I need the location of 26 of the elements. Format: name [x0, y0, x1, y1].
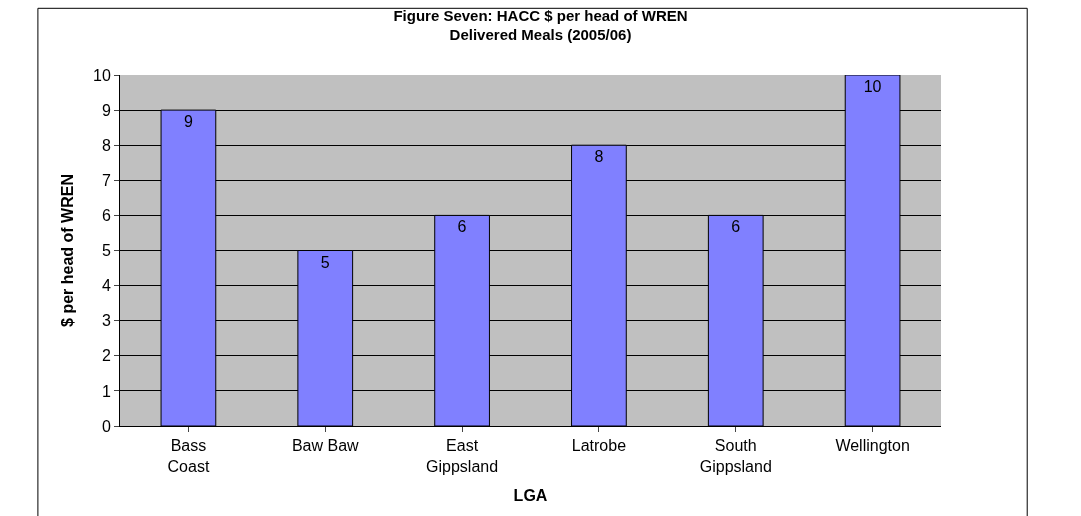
y-tick-label: 3 — [101, 312, 111, 330]
x-tick-label: Bass Coast — [167, 437, 210, 475]
chart-title: Figure Seven: HACC $ per head of WREN Delivered Meals (2005/06) — [393, 6, 688, 44]
y-tick-label: 9 — [101, 101, 111, 119]
y-tick-label: 5 — [101, 242, 111, 260]
x-tick-label: Wellington — [835, 437, 910, 455]
data-label: 6 — [731, 218, 741, 236]
y-tick-label: 1 — [101, 382, 111, 400]
data-label: 9 — [183, 113, 193, 131]
x-tick-label: Latrobe — [571, 437, 627, 455]
y-tick-label: 6 — [101, 207, 111, 224]
x-tick-label: East Gippsland — [426, 437, 499, 475]
y-tick-label: 10 — [93, 66, 111, 84]
data-label: 8 — [594, 148, 604, 166]
y-tick-label: 0 — [101, 417, 111, 435]
data-label: 6 — [457, 218, 467, 236]
y-tick-label: 4 — [101, 277, 111, 295]
data-label: 5 — [320, 253, 330, 271]
x-axis-title: LGA — [513, 486, 548, 504]
data-label: 10 — [863, 78, 882, 95]
x-tick-label: South Gippsland — [699, 437, 772, 475]
y-tick-label: 7 — [101, 171, 111, 189]
y-tick-label: 8 — [101, 136, 111, 154]
y-axis-title: $ per head of WREN — [58, 174, 76, 327]
x-tick-label: Baw Baw — [291, 437, 360, 455]
y-tick-label: 2 — [101, 347, 111, 365]
